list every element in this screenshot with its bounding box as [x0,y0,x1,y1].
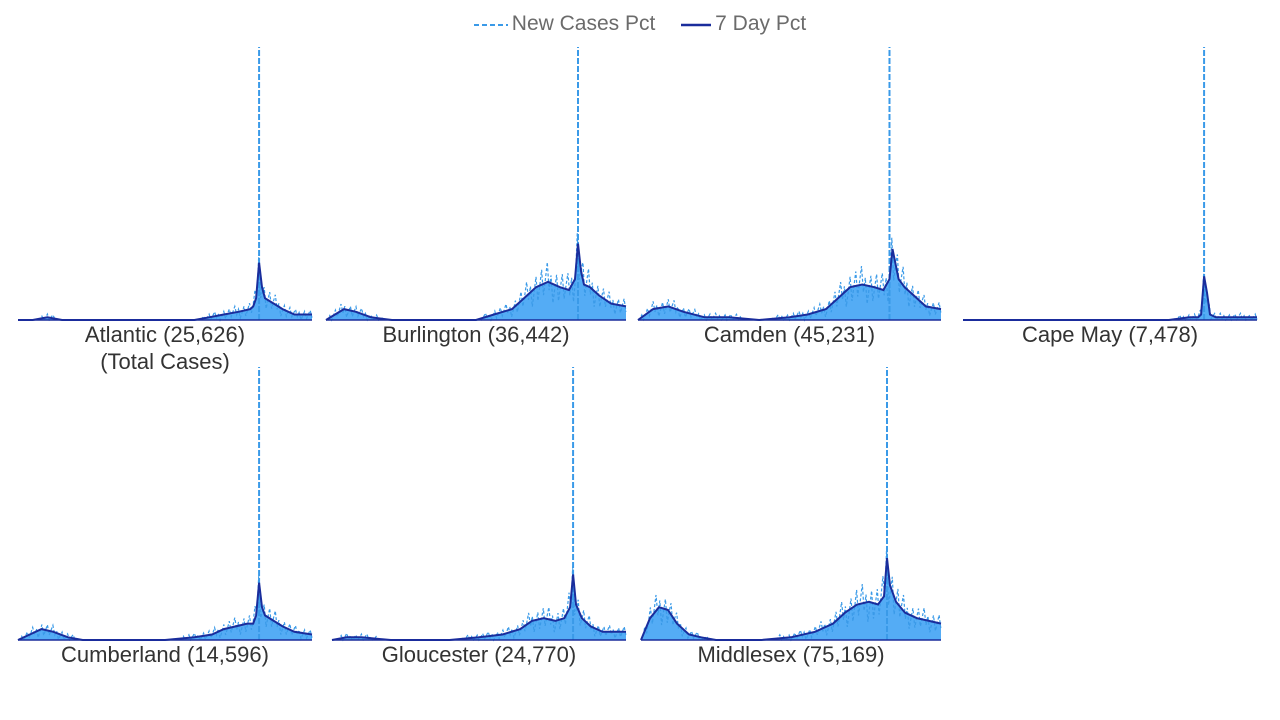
seven-day-line-middlesex [640,557,942,641]
area-burlington [326,243,626,320]
legend-label-7-day: 7 Day Pct [715,12,807,36]
area-cape-may [963,276,1257,320]
dashed-line-icon [473,23,508,26]
chart-panel-cumberland: Cumberland (14,596) [17,367,313,667]
legend-label-new-cases: New Cases Pct [511,12,656,36]
chart-panel-middlesex: Middlesex (75,169) [640,367,942,667]
area-camden [638,249,941,320]
chart-panel-atlantic: Atlantic (25,626)(Total Cases) [18,47,313,374]
legend-item-new-cases[interactable]: New Cases Pct [473,12,656,36]
chart-label-cape-may: Cape May (7,478) [1022,322,1198,347]
seven-day-line-burlington [325,243,627,321]
chart-label-gloucester: Gloucester (24,770) [382,642,576,667]
chart-panel-burlington: Burlington (36,442) [325,47,627,347]
area-cumberland [18,582,312,640]
solid-line-icon [681,23,712,27]
chart-sublabel-atlantic: (Total Cases) [100,349,230,374]
chart-panel-camden: Camden (45,231) [637,47,942,347]
legend: New Cases Pct 7 Day Pct [0,12,1280,36]
chart-label-burlington: Burlington (36,442) [382,322,569,347]
new-cases-line-cape-may [963,272,1258,322]
chart-panel-gloucester: Gloucester (24,770) [331,367,627,667]
legend-item-7-day[interactable]: 7 Day Pct [681,12,806,36]
chart-label-middlesex: Middlesex (75,169) [697,642,884,667]
seven-day-line-cape-may [963,276,1257,321]
chart-label-cumberland: Cumberland (14,596) [61,642,269,667]
chart-panel-cape-may: Cape May (7,478) [963,47,1258,347]
area-middlesex [641,558,941,640]
chart-label-camden: Camden (45,231) [704,322,875,347]
seven-day-line-camden [637,248,942,322]
seven-day-line-cumberland [17,582,313,641]
area-gloucester [332,574,626,640]
area-atlantic [18,262,312,320]
chart-label-atlantic: Atlantic (25,626) [85,322,245,347]
